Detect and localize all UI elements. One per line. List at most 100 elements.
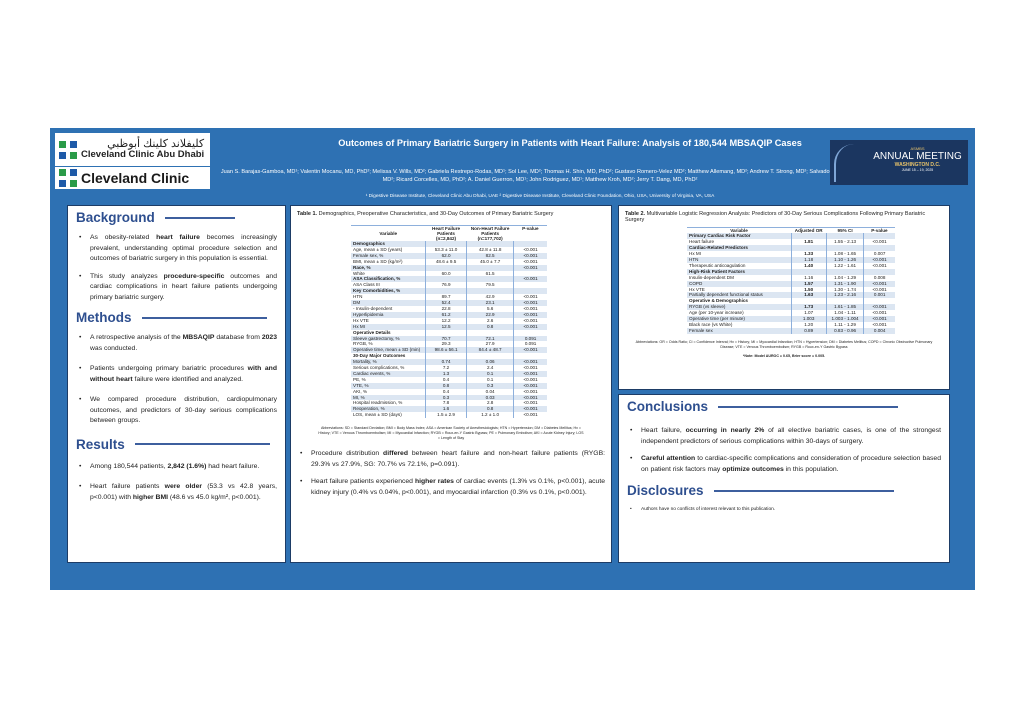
table-cell: AKI, % (353, 388, 368, 394)
table-cell: High-Risk Patient Factors (687, 268, 791, 275)
conference-city: WASHINGTON D.C. (894, 162, 941, 168)
disclosures-text: Authors have no conflicts of interest re… (627, 505, 941, 516)
table-cell: <0.001 (513, 394, 547, 401)
table-cell: 0.74 (424, 359, 467, 366)
bullet-item: A retrospective analysis of the MBSAQIP … (76, 333, 277, 354)
table-cell: 1.003 (790, 316, 827, 322)
table-section-row: Key Comorbidities, % (351, 288, 547, 295)
table-cell: 1.31 - 1.90 (825, 280, 864, 287)
table2-abbreviations: Abbreviations: OR = Odds Ratio; CI = Con… (635, 339, 933, 349)
column-header: Variable (730, 228, 748, 234)
table-cell: 79.5 (466, 282, 514, 289)
table-section-row: ASA Classification, % <0.001 (351, 276, 547, 283)
table-row: AKI, % 0.4 0.04 <0.001 (351, 388, 547, 395)
table-cell: 1.11 - 1.29 (825, 321, 864, 328)
table-section-row: Primary Cardiac Risk Factor (687, 233, 895, 240)
results-list: Among 180,544 patients, 2,842 (1.6%) had… (76, 462, 277, 504)
table-cell: 0.004 (863, 327, 895, 334)
table-cell: 1.07 (790, 310, 827, 317)
middle-column: Table 1. Demographics, Preoperative Char… (290, 205, 612, 563)
table-cell: 98.6 ± 56.1 (424, 347, 467, 354)
table-cell: White (353, 270, 365, 276)
table-cell: 23.1 (466, 300, 514, 306)
table-cell (863, 268, 895, 275)
table-cell: VTE, % (351, 382, 426, 389)
table-cell: 0.001 (863, 292, 895, 299)
table-cell (513, 282, 547, 289)
table-cell: <0.001 (513, 370, 547, 377)
table-cell (513, 353, 547, 360)
table-cell (790, 245, 827, 252)
table-row: BMI, mean ± SD (kg/m²) 48.6 ± 9.5 45.0 ± 7… (351, 258, 547, 265)
table-cell (825, 298, 864, 305)
table-cell: 72.1 (466, 335, 514, 342)
table2-caption: Table 2. Multivariable Logistic Regressi… (625, 211, 926, 223)
table-row: MI, % 0.3 0.03 <0.001 (351, 394, 547, 401)
results-continued-list: Procedure distribution differed between … (297, 449, 605, 498)
table-row: Hx VTE 12.2 2.6 <0.001 (351, 317, 547, 324)
bullet-item: Heart failure patients were older (53.3 … (76, 482, 277, 503)
table-cell: Operative & Demographics (689, 298, 748, 304)
table-cell: 0.8 (466, 406, 514, 413)
table-cell: 45.0 ± 7.7 (466, 258, 514, 265)
table-cell: Operative time (per minute) (687, 316, 791, 322)
table-cell: 0.8 (466, 323, 514, 330)
table-cell: 1.81 (790, 239, 827, 246)
logo-cleveland-clinic: Cleveland Clinic (55, 167, 210, 189)
monument-graphic (834, 144, 862, 182)
table-cell: <0.001 (513, 388, 547, 395)
table-row: Age (per 10-year increase) 1.07 1.04 - 1.1… (687, 310, 895, 317)
table-cell (863, 245, 895, 252)
table-row: Female sex 0.89 0.83 - 0.96 0.004 (687, 327, 895, 334)
table-cell: 30-Day Major Outcomes (353, 353, 406, 359)
table-cell: Key Comorbidities, % (351, 288, 426, 295)
table-cell: <0.001 (863, 321, 895, 328)
table-cell: <0.001 (513, 294, 547, 301)
logo-arabic-text: كليفلاند كلينك أبوظبي (107, 138, 205, 151)
table-cell: Reoperation, % (351, 406, 426, 413)
bullet-item: Heart failure, occurring in nearly 2% of… (627, 426, 941, 447)
table-row: Black race (vs White) 1.20 1.11 - 1.29 <0.0… (687, 321, 895, 328)
table-cell: COPD (687, 280, 791, 287)
disclosures-heading: Disclosures (627, 483, 941, 498)
table-cell: 0.3 (466, 382, 514, 389)
table-cell: LOS, mean ± SD (days) (353, 412, 402, 418)
table-row: Insulin-dependent DM 1.16 1.04 - 1.29 0.008 (687, 274, 895, 281)
table-cell: 5.6 (466, 305, 514, 312)
table-cell: Operative Details (353, 329, 391, 335)
table-cell: 22.8 (424, 305, 467, 312)
table-cell: 1.57 (790, 280, 827, 287)
table-cell: 1.16 (790, 274, 827, 281)
table-row: Hospital readmission, % 7.8 2.8 <0.001 (351, 400, 547, 407)
table-cell: 1.5 ± 2.9 (424, 412, 467, 419)
table-cell: 0.007 (863, 251, 895, 258)
table-cell: 82.5 (466, 252, 514, 259)
conference-logo: ASMBS ANNUAL MEETING WASHINGTON D.C. JUN… (830, 140, 968, 185)
table-cell (513, 329, 547, 336)
table-cell (466, 288, 514, 295)
table-section-row: Demographics (351, 241, 547, 247)
table-cell (790, 268, 827, 275)
methods-list: A retrospective analysis of the MBSAQIP … (76, 333, 277, 427)
table-cell: <0.001 (513, 258, 547, 265)
table1: Variable Heart Failure Patients (n=2,842)… (351, 225, 547, 419)
table-section-row: Cardiac-Related Predictors (687, 245, 895, 252)
table-row: Female sex, % 62.0 82.5 <0.001 (351, 252, 547, 259)
conclusions-heading: Conclusions (627, 399, 941, 414)
table-cell: <0.001 (513, 400, 547, 407)
table-cell: <0.001 (513, 347, 547, 354)
table-cell: 84.4 ± 48.7 (466, 347, 514, 354)
table-cell: 42.8 ± 11.8 (466, 246, 514, 253)
table-row: PE, % 0.4 0.1 <0.001 (351, 376, 547, 383)
table-cell (466, 353, 514, 360)
table-cell (424, 353, 467, 360)
table-cell: 0.83 - 0.96 (825, 327, 864, 334)
table-cell: 1.73 (790, 304, 827, 311)
table-cell: 0.89 (790, 327, 827, 334)
table-cell: <0.001 (513, 305, 547, 312)
table-cell: <0.001 (863, 310, 895, 317)
table-cell: 0.4 (424, 388, 467, 395)
methods-heading: Methods (76, 310, 277, 325)
table-row: RYGB, % 29.3 27.9 0.091 (351, 341, 547, 348)
table-cell: 2.8 (466, 400, 514, 407)
